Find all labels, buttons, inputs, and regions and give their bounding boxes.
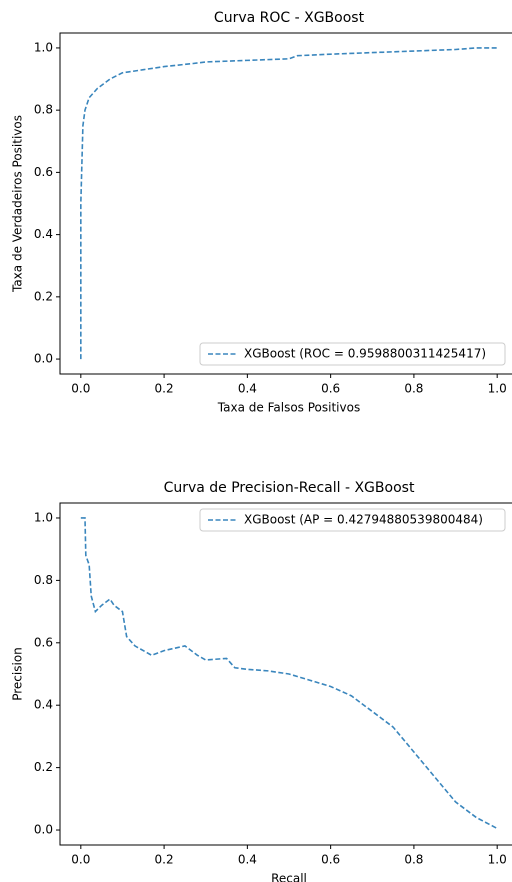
- chart-title: Curva de Precision-Recall - XGBoost: [164, 480, 415, 496]
- y-tick-label: 0.8: [34, 573, 53, 587]
- y-axis-label: Taxa de Verdadeiros Positivos: [11, 115, 25, 293]
- data-line: [80, 47, 498, 360]
- y-tick-label: 0.4: [34, 227, 53, 241]
- y-tick-label: 0.8: [34, 103, 53, 117]
- axes-frame: [59, 32, 512, 375]
- legend-box: [199, 508, 506, 532]
- legend-box: [199, 342, 506, 366]
- y-tick-label: 1.0: [34, 40, 53, 54]
- x-tick-label: 0.2: [155, 382, 174, 396]
- chart-title: Curva ROC - XGBoost: [214, 10, 365, 26]
- x-tick-label: 0.4: [238, 382, 257, 396]
- y-tick-label: 0.2: [34, 289, 53, 303]
- x-tick-label: 0.8: [404, 382, 423, 396]
- axes-frame: [59, 502, 512, 846]
- y-tick-label: 0.0: [34, 352, 53, 366]
- x-tick-label: 0.6: [321, 853, 340, 867]
- y-tick-label: 0.2: [34, 760, 53, 774]
- legend-label: XGBoost (ROC = 0.9598800311425417): [244, 347, 486, 361]
- x-tick-label: 1.0: [488, 853, 507, 867]
- y-tick-label: 0.6: [34, 635, 53, 649]
- x-tick-label: 0.4: [238, 853, 257, 867]
- x-tick-label: 0.8: [404, 853, 423, 867]
- data-line: [80, 517, 498, 830]
- y-tick-label: 0.6: [34, 165, 53, 179]
- x-tick-label: 0.0: [71, 853, 90, 867]
- y-axis-label: Precision: [11, 647, 25, 701]
- x-tick-label: 0.6: [321, 382, 340, 396]
- x-tick-label: 0.0: [71, 382, 90, 396]
- y-tick-label: 0.0: [34, 823, 53, 837]
- x-axis-label: Taxa de Falsos Positivos: [217, 401, 360, 415]
- y-tick-label: 1.0: [34, 510, 53, 524]
- y-tick-label: 0.4: [34, 698, 53, 712]
- x-tick-label: 0.2: [155, 853, 174, 867]
- x-axis-label: Recall: [271, 872, 307, 882]
- legend-label: XGBoost (AP = 0.42794880539800484): [244, 513, 483, 527]
- x-tick-label: 1.0: [488, 382, 507, 396]
